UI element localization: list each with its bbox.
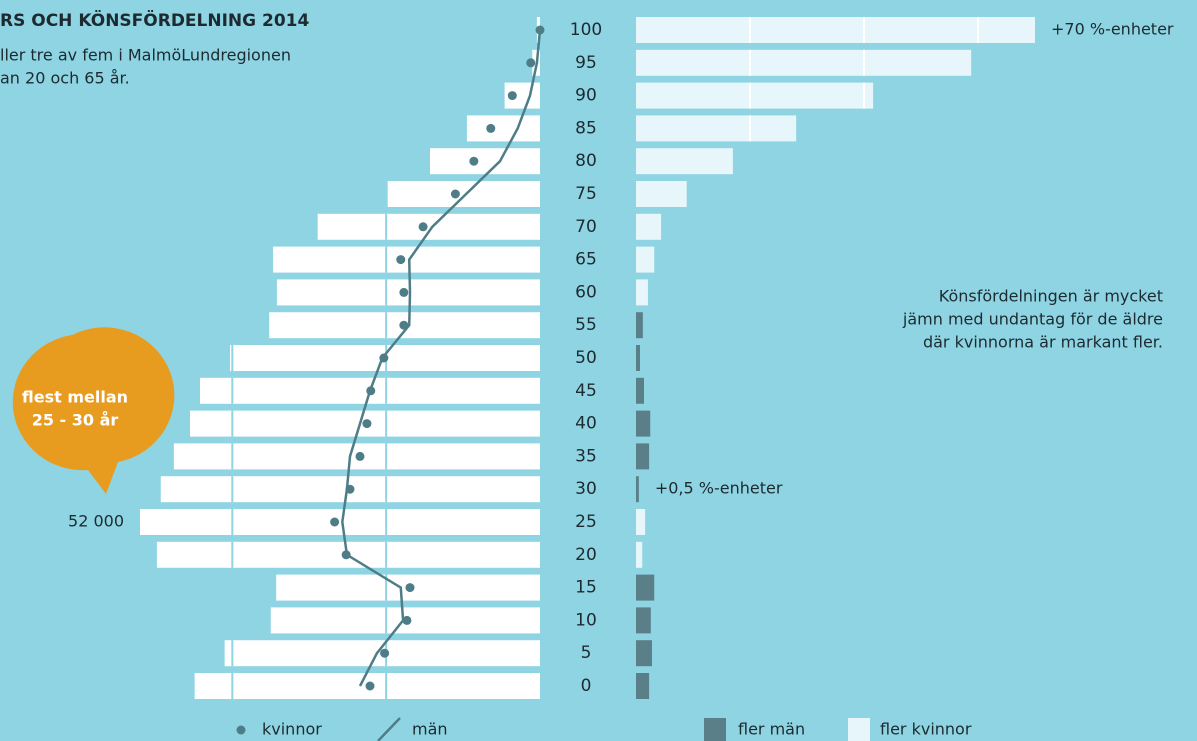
y-tick-label: 100 xyxy=(570,20,602,40)
legend-dot xyxy=(236,725,246,735)
y-tick-label: 10 xyxy=(575,610,597,630)
bar xyxy=(636,509,646,535)
value-label: 52 000 xyxy=(68,512,124,531)
value-label: +0,5 %-enheter xyxy=(655,479,783,498)
dot xyxy=(366,386,376,396)
legend-label: fler kvinnor xyxy=(880,720,972,739)
legend-swatch xyxy=(704,718,726,741)
y-tick-label: 80 xyxy=(575,151,597,171)
bar xyxy=(636,82,874,109)
note: jämn med undantag för de äldre xyxy=(902,310,1163,329)
bar xyxy=(387,181,540,207)
dot xyxy=(535,25,545,35)
bar xyxy=(140,509,540,535)
y-tick-label: 85 xyxy=(575,118,597,138)
bar xyxy=(636,345,640,371)
bar xyxy=(636,443,650,470)
dot xyxy=(469,156,479,166)
dot xyxy=(379,353,389,363)
bar xyxy=(636,246,655,273)
y-tick-label: 70 xyxy=(575,217,597,237)
legend-line xyxy=(377,717,401,741)
dot xyxy=(341,550,351,560)
dot xyxy=(402,615,412,625)
note: där kvinnorna är markant fler. xyxy=(923,333,1163,352)
dot xyxy=(380,648,390,658)
y-tick-label: 15 xyxy=(575,578,597,598)
y-tick-label: 95 xyxy=(575,53,597,73)
bar xyxy=(636,17,1035,43)
dot xyxy=(405,583,415,593)
bar xyxy=(636,377,644,404)
subtitle: an 20 och 65 år. xyxy=(0,69,130,88)
bar xyxy=(636,279,648,306)
legend-label: kvinnor xyxy=(262,720,322,739)
y-tick-label: 20 xyxy=(575,545,597,565)
bar xyxy=(636,574,655,601)
legend-label: fler män xyxy=(738,720,805,739)
dot xyxy=(399,287,409,297)
bar xyxy=(636,476,639,503)
bar xyxy=(273,246,540,273)
bar xyxy=(636,607,651,634)
y-tick-label: 75 xyxy=(575,184,597,204)
callout-text: flest mellan xyxy=(22,388,128,407)
bar xyxy=(636,148,733,175)
bar xyxy=(636,312,643,339)
dot xyxy=(399,320,409,330)
legend-label: män xyxy=(412,720,448,739)
dot xyxy=(526,58,536,68)
y-tick-label: 60 xyxy=(575,282,597,302)
bar xyxy=(276,279,540,306)
bar xyxy=(636,115,797,142)
y-tick-label: 25 xyxy=(575,512,597,532)
bar xyxy=(636,541,643,568)
dot xyxy=(355,451,365,461)
bar xyxy=(466,115,540,142)
subtitle: ller tre av fem i MalmöLundregionen xyxy=(0,46,291,65)
chart-title: RS OCH KÖNSFÖRDELNING 2014 xyxy=(0,9,310,31)
dot xyxy=(330,517,340,527)
bar xyxy=(636,640,652,667)
value-label: +70 %-enheter xyxy=(1051,20,1174,39)
dot xyxy=(486,123,496,133)
dot xyxy=(365,681,375,691)
dot xyxy=(418,222,428,232)
bar xyxy=(636,181,687,207)
dot xyxy=(450,189,460,199)
dot xyxy=(345,484,355,494)
dot xyxy=(362,419,372,429)
bar xyxy=(636,213,662,240)
y-tick-label: 55 xyxy=(575,315,597,335)
y-tick-label: 0 xyxy=(581,676,592,696)
callout-text: 25 - 30 år xyxy=(32,411,119,430)
bar xyxy=(636,673,650,699)
bar xyxy=(317,213,540,240)
legend-swatch xyxy=(848,718,870,741)
y-tick-label: 35 xyxy=(575,446,597,466)
bar xyxy=(430,148,540,175)
bar xyxy=(636,410,651,437)
y-tick-label: 40 xyxy=(575,414,597,434)
y-tick-label: 30 xyxy=(575,479,597,499)
y-tick-label: 45 xyxy=(575,381,597,401)
dot xyxy=(507,91,517,101)
y-tick-label: 90 xyxy=(575,86,597,106)
callout-bubble xyxy=(12,327,175,494)
dot xyxy=(396,255,406,265)
bar xyxy=(636,49,972,76)
y-tick-label: 65 xyxy=(575,250,597,270)
y-tick-label: 5 xyxy=(581,643,592,663)
y-tick-label: 50 xyxy=(575,348,597,368)
note: Könsfördelningen är mycket xyxy=(939,287,1163,306)
